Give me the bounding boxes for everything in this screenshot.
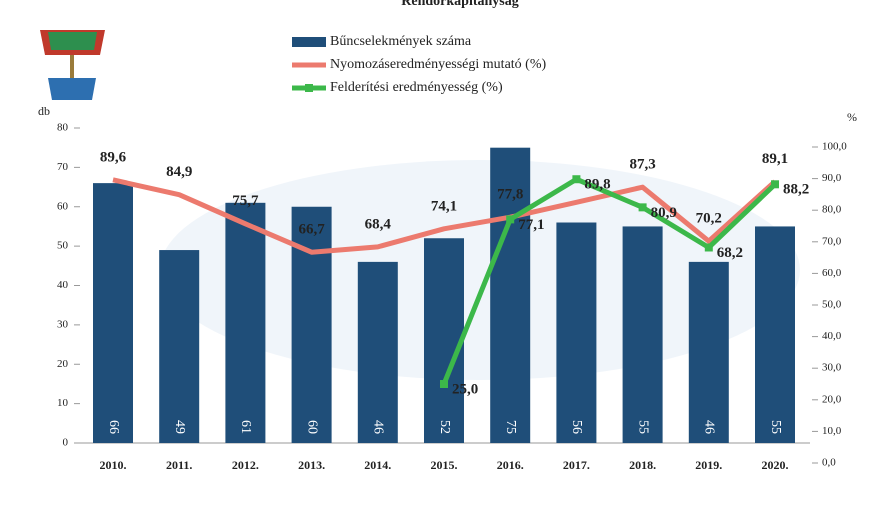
x-tick-label: 2015. <box>431 458 458 472</box>
y-tick-label: 70 <box>57 161 69 173</box>
bar <box>292 207 332 443</box>
line-value-label: 77,8 <box>497 187 523 203</box>
y2-tick-label: 100,0 <box>822 141 847 153</box>
y2-tick-label: 60,0 <box>822 267 842 279</box>
x-tick-label: 2014. <box>364 458 391 472</box>
legend-swatch <box>292 37 326 47</box>
bar-value-label: 52 <box>437 420 452 434</box>
bar <box>225 203 265 443</box>
x-tick-label: 2020. <box>762 458 789 472</box>
bar-value-label: 49 <box>172 420 187 434</box>
y2-tick-label: 70,0 <box>822 235 842 247</box>
y2-tick-label: 0,0 <box>822 457 836 469</box>
line-marker <box>506 215 514 223</box>
bar <box>93 183 133 443</box>
chart-title: Rendőrkapitányság <box>401 0 518 9</box>
bar-value-label: 56 <box>569 420 584 434</box>
y-tick-label: 80 <box>57 122 69 134</box>
bar <box>689 262 729 443</box>
line-value-label: 25,0 <box>452 381 478 397</box>
line-value-label: 87,3 <box>629 157 655 173</box>
legend-marker <box>305 84 313 92</box>
y-tick-label: 40 <box>57 279 69 291</box>
x-tick-label: 2013. <box>298 458 325 472</box>
bar-value-label: 61 <box>238 420 253 434</box>
y-tick-label: 30 <box>57 318 69 330</box>
bar-value-label: 46 <box>702 420 717 434</box>
y-tick-label: 10 <box>57 397 69 409</box>
line-value-label: 68,2 <box>717 245 743 261</box>
bar-value-label: 60 <box>304 420 319 434</box>
y-tick-label: 20 <box>57 358 69 370</box>
y2-tick-label: 90,0 <box>822 172 842 184</box>
bar <box>424 238 464 443</box>
line-value-label: 89,6 <box>100 149 127 165</box>
bar <box>623 226 663 443</box>
y2-tick-label: 10,0 <box>822 425 842 437</box>
x-tick-label: 2012. <box>232 458 259 472</box>
y2-tick-label: 30,0 <box>822 362 842 374</box>
x-tick-label: 2019. <box>695 458 722 472</box>
line-marker <box>572 175 580 183</box>
line-value-label: 77,1 <box>518 217 544 233</box>
legend-label: Felderítési eredményesség (%) <box>330 80 503 95</box>
y-tick-label: 50 <box>57 240 69 252</box>
line-marker <box>705 243 713 251</box>
line-value-label: 88,2 <box>783 182 809 198</box>
y2-tick-label: 20,0 <box>822 393 842 405</box>
y2-tick-label: 50,0 <box>822 299 842 311</box>
line-marker <box>440 380 448 388</box>
bar-value-label: 55 <box>635 420 650 434</box>
y-tick-label: 60 <box>57 200 69 212</box>
line-value-label: 74,1 <box>431 198 457 214</box>
legend-label: Nyomozáseredményességi mutató (%) <box>330 57 546 72</box>
y-axis-label: db <box>38 104 50 118</box>
y2-axis-label: % <box>847 110 857 124</box>
line-marker <box>639 203 647 211</box>
y-tick-label: 0 <box>63 437 69 449</box>
bar-value-label: 75 <box>503 420 518 434</box>
legend-label: Bűncselekmények száma <box>330 34 472 49</box>
line-value-label: 66,7 <box>298 222 325 238</box>
bar <box>755 226 795 443</box>
line-value-label: 68,4 <box>365 216 392 232</box>
line-value-label: 89,8 <box>584 177 610 193</box>
chart: Rendőrkapitányság db % 0 10 20 30 40 50 60 70 80… <box>0 0 876 508</box>
x-tick-label: 2011. <box>166 458 192 472</box>
line-value-label: 80,9 <box>651 205 677 221</box>
y2-tick-label: 80,0 <box>822 204 842 216</box>
x-tick-label: 2016. <box>497 458 524 472</box>
line-value-label: 89,1 <box>762 151 788 167</box>
line-value-label: 70,2 <box>696 211 722 227</box>
bar <box>159 250 199 443</box>
y2-tick-label: 40,0 <box>822 330 842 342</box>
bar-value-label: 55 <box>768 420 783 434</box>
x-tick-label: 2010. <box>100 458 127 472</box>
line-value-label: 84,9 <box>166 164 192 180</box>
x-tick-label: 2018. <box>629 458 656 472</box>
line-marker <box>771 180 779 188</box>
bar <box>556 223 596 444</box>
bar <box>358 262 398 443</box>
line-value-label: 75,7 <box>232 193 259 209</box>
bar-value-label: 66 <box>106 420 121 434</box>
bar-value-label: 46 <box>371 420 386 434</box>
x-tick-label: 2017. <box>563 458 590 472</box>
